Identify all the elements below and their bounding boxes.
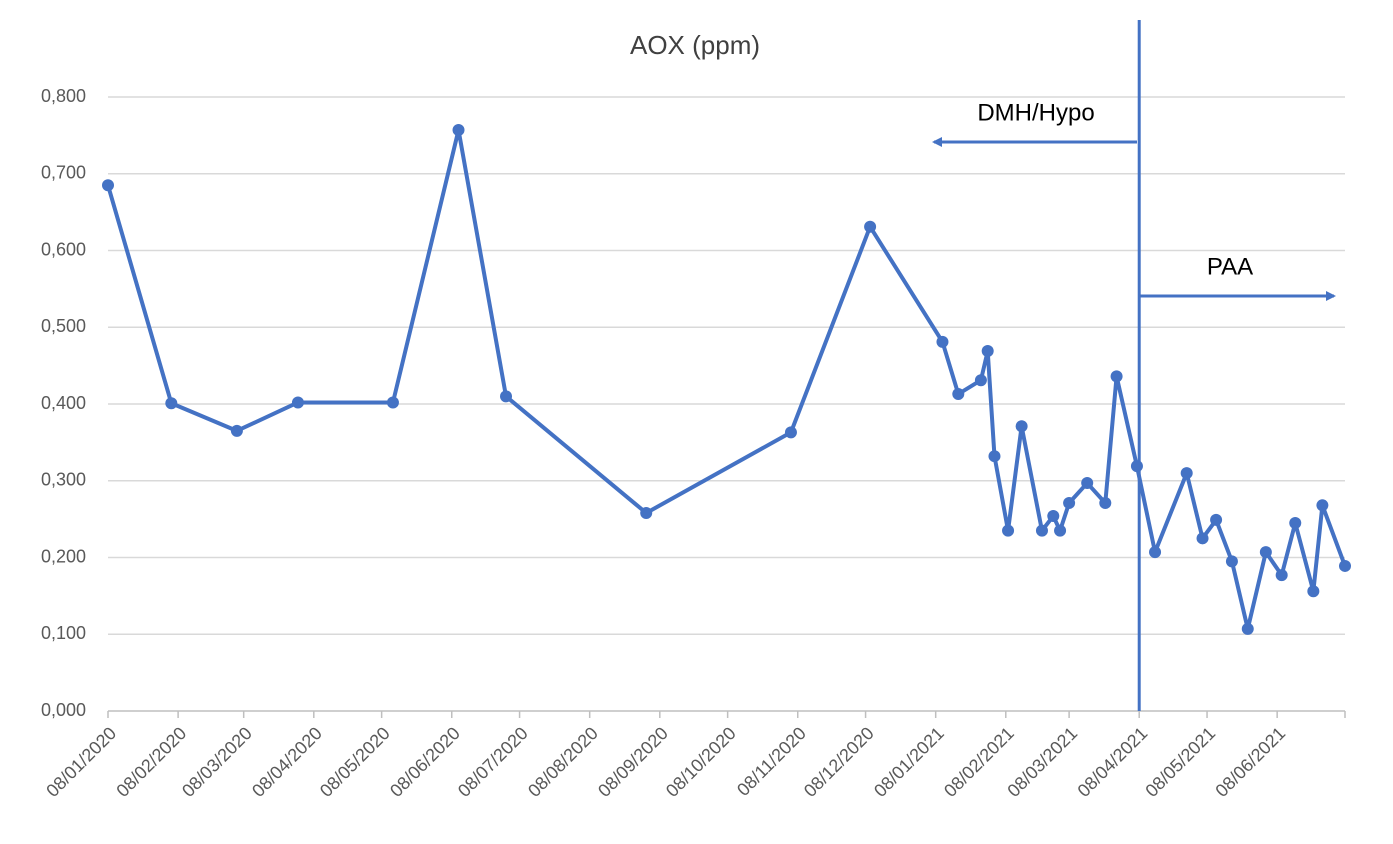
data-point <box>1063 497 1076 510</box>
x-tick-label: 08/12/2020 <box>800 723 878 801</box>
data-point <box>1149 546 1162 559</box>
data-point <box>1015 420 1028 433</box>
data-point <box>1081 477 1094 490</box>
annotation: PAA <box>1207 253 1253 280</box>
annotation: DMH/Hypo <box>977 99 1094 126</box>
data-point <box>1339 559 1351 572</box>
data-point <box>1130 460 1143 473</box>
y-tick-label: 0,800 <box>41 86 86 106</box>
x-tick-label: 08/10/2020 <box>662 723 740 801</box>
x-tick-label: 08/06/2020 <box>386 723 464 801</box>
data-point <box>1047 510 1060 523</box>
x-tick-label: 08/02/2020 <box>112 723 190 801</box>
y-tick-label: 0,000 <box>41 700 86 720</box>
x-tick-label: 08/09/2020 <box>594 723 672 801</box>
data-point <box>1180 467 1193 480</box>
data-point <box>1225 555 1238 568</box>
data-point <box>936 335 949 348</box>
y-tick-label: 0,700 <box>41 163 86 183</box>
data-point <box>165 397 178 410</box>
x-tick-label: 08/06/2021 <box>1211 723 1289 801</box>
x-tick-label: 08/11/2020 <box>733 723 810 800</box>
x-tick-label: 08/05/2020 <box>316 723 394 801</box>
data-point <box>1210 513 1223 526</box>
data-point <box>784 426 797 439</box>
data-point <box>1259 546 1272 559</box>
data-point <box>452 124 465 137</box>
data-point <box>1307 585 1320 598</box>
x-tick-label: 08/08/2020 <box>524 723 602 801</box>
data-point <box>1110 370 1123 383</box>
x-tick-label: 08/01/2021 <box>870 723 948 801</box>
data-point <box>1002 524 1015 537</box>
x-tick-label: 08/01/2020 <box>42 723 120 801</box>
y-tick-label: 0,300 <box>41 470 86 490</box>
data-point <box>952 388 965 401</box>
data-point <box>102 179 114 192</box>
y-tick-label: 0,500 <box>41 316 86 336</box>
data-point <box>230 424 243 437</box>
data-point <box>500 390 513 403</box>
data-point <box>864 220 877 233</box>
data-point <box>1035 524 1048 537</box>
data-point <box>1275 569 1288 582</box>
data-point <box>1196 532 1209 545</box>
y-tick-label: 0,100 <box>41 623 86 643</box>
data-point <box>974 374 987 387</box>
data-point <box>640 506 653 519</box>
data-point <box>1289 516 1302 529</box>
data-point <box>1316 499 1329 512</box>
data-point <box>1054 524 1067 537</box>
y-tick-label: 0,600 <box>41 239 86 259</box>
data-point <box>1241 622 1254 635</box>
data-point <box>386 396 399 409</box>
data-point <box>1099 497 1112 510</box>
y-tick-label: 0,400 <box>41 393 86 413</box>
data-point <box>981 345 994 358</box>
chart-title: AOX (ppm) <box>630 30 760 60</box>
x-tick-label: 08/07/2020 <box>454 723 532 801</box>
data-point <box>988 450 1001 463</box>
y-tick-label: 0,200 <box>41 546 86 566</box>
x-tick-label: 08/04/2020 <box>248 723 326 801</box>
x-tick-label: 08/04/2021 <box>1074 723 1152 801</box>
data-point <box>291 396 304 409</box>
x-tick-label: 08/05/2021 <box>1141 723 1219 801</box>
x-tick-label: 08/03/2020 <box>178 723 256 801</box>
